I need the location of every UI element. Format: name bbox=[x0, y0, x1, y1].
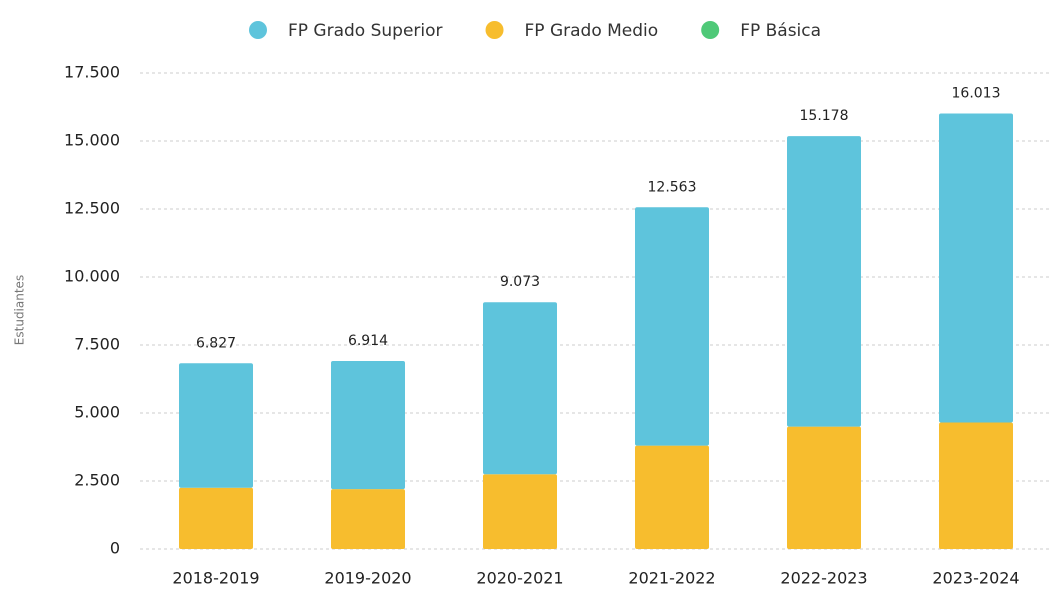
legend-swatch bbox=[485, 21, 504, 39]
y-axis-label: Estudiantes bbox=[13, 275, 27, 345]
bar-segment bbox=[635, 207, 709, 446]
x-tick-label: 2021-2022 bbox=[628, 569, 715, 588]
total-label: 6.914 bbox=[348, 333, 388, 349]
x-tick-label: 2022-2023 bbox=[780, 569, 867, 588]
total-label: 16.013 bbox=[952, 85, 1001, 101]
y-tick-label: 0 bbox=[110, 539, 120, 558]
legend-label: FP Grado Superior bbox=[288, 21, 443, 41]
bar-segment bbox=[939, 422, 1013, 549]
bar-segment bbox=[179, 487, 253, 549]
y-tick-label: 12.500 bbox=[64, 199, 120, 218]
y-tick-label: 10.000 bbox=[64, 267, 120, 286]
y-tick-label: 5.000 bbox=[74, 403, 120, 422]
bar-segment bbox=[939, 113, 1013, 423]
x-tick-label: 2023-2024 bbox=[932, 569, 1019, 588]
total-label: 15.178 bbox=[800, 108, 849, 124]
legend-swatch bbox=[701, 21, 720, 39]
bar-segment bbox=[483, 474, 557, 549]
bar-segment bbox=[331, 489, 405, 549]
total-label: 12.563 bbox=[648, 179, 697, 195]
total-label: 9.073 bbox=[500, 274, 540, 290]
bar-segment bbox=[635, 445, 709, 549]
x-tick-label: 2018-2019 bbox=[172, 569, 259, 588]
bar-segment bbox=[483, 302, 557, 475]
bar-segment bbox=[179, 363, 253, 488]
legend-label: FP Grado Medio bbox=[525, 21, 659, 41]
total-label: 6.827 bbox=[196, 335, 236, 351]
bar-segment bbox=[331, 360, 405, 490]
x-tick-label: 2020-2021 bbox=[476, 569, 563, 588]
y-tick-label: 15.000 bbox=[64, 131, 120, 150]
y-tick-label: 17.500 bbox=[64, 63, 120, 82]
bar-segment bbox=[787, 426, 861, 549]
y-tick-label: 2.500 bbox=[74, 471, 120, 490]
legend-swatch bbox=[249, 21, 267, 39]
y-tick-label: 7.500 bbox=[74, 335, 120, 354]
bar-segment bbox=[787, 136, 861, 427]
legend-label: FP Básica bbox=[740, 21, 821, 41]
x-tick-label: 2019-2020 bbox=[324, 569, 411, 588]
